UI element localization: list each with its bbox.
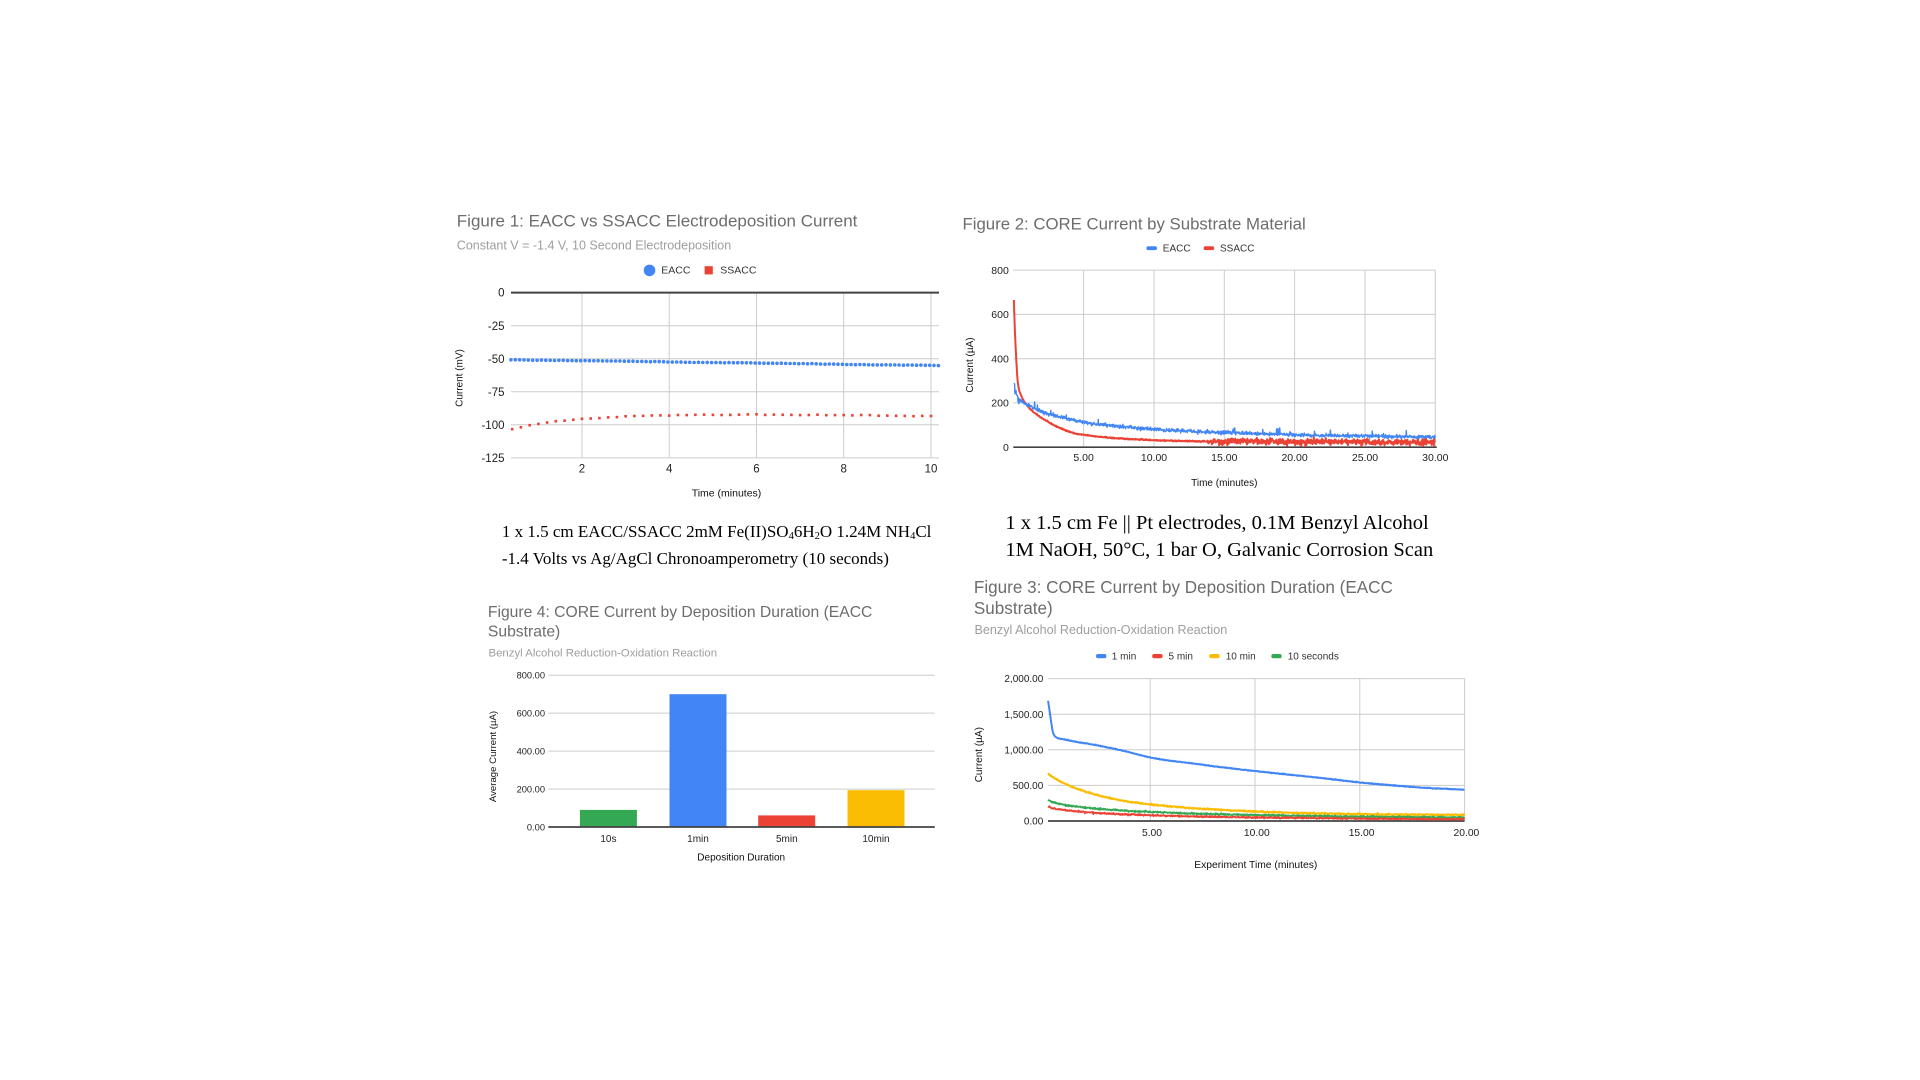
svg-text:6: 6 — [753, 463, 759, 475]
svg-text:EACC: EACC — [661, 265, 691, 277]
svg-text:8: 8 — [840, 463, 846, 475]
svg-text:-125: -125 — [481, 453, 504, 465]
svg-text:-25: -25 — [488, 321, 505, 333]
svg-text:5 min: 5 min — [1169, 651, 1193, 662]
svg-text:0.00: 0.00 — [527, 822, 545, 832]
svg-text:10 seconds: 10 seconds — [1288, 651, 1339, 662]
svg-text:1min: 1min — [687, 834, 709, 845]
svg-text:400.00: 400.00 — [517, 746, 545, 756]
svg-text:Current (mV): Current (mV) — [455, 349, 466, 407]
svg-text:500.00: 500.00 — [1013, 781, 1044, 792]
svg-text:EACC: EACC — [1163, 243, 1191, 254]
svg-text:Figure 3: CORE Current by Depo: Figure 3: CORE Current by Deposition Dur… — [974, 578, 1393, 597]
svg-text:800.00: 800.00 — [517, 671, 545, 681]
svg-text:0: 0 — [1003, 442, 1009, 454]
svg-text:20.00: 20.00 — [1281, 452, 1307, 464]
svg-text:SSACC: SSACC — [1220, 243, 1254, 254]
svg-text:10s: 10s — [600, 834, 616, 845]
svg-text:0: 0 — [498, 288, 504, 300]
svg-text:Figure 2: CORE Current by Subs: Figure 2: CORE Current by Substrate Mate… — [963, 215, 1306, 234]
svg-text:Benzyl Alcohol Reduction-Oxida: Benzyl Alcohol Reduction-Oxidation React… — [975, 623, 1228, 637]
svg-text:SSACC: SSACC — [720, 265, 757, 277]
svg-text:10.00: 10.00 — [1141, 452, 1167, 464]
svg-text:Current (µA): Current (µA) — [974, 727, 985, 782]
svg-text:1,000.00: 1,000.00 — [1004, 745, 1043, 756]
svg-text:Substrate): Substrate) — [488, 624, 560, 641]
svg-text:30.00: 30.00 — [1422, 452, 1448, 464]
svg-text:15.00: 15.00 — [1349, 828, 1375, 839]
svg-text:Substrate): Substrate) — [974, 599, 1053, 618]
svg-text:4: 4 — [666, 463, 673, 475]
svg-text:Figure 4: CORE Current by Depo: Figure 4: CORE Current by Deposition Dur… — [488, 604, 873, 621]
svg-text:5.00: 5.00 — [1073, 452, 1094, 464]
svg-text:Benzyl Alcohol Reduction-Oxida: Benzyl Alcohol Reduction-Oxidation React… — [489, 647, 718, 659]
svg-text:10.00: 10.00 — [1244, 828, 1270, 839]
svg-text:200.00: 200.00 — [517, 784, 545, 794]
svg-text:2: 2 — [579, 463, 585, 475]
svg-text:10 min: 10 min — [1226, 651, 1256, 662]
svg-text:15.00: 15.00 — [1211, 452, 1237, 464]
svg-text:5.00: 5.00 — [1142, 828, 1162, 839]
svg-text:-100: -100 — [481, 420, 504, 432]
svg-text:-50: -50 — [488, 354, 505, 366]
svg-text:Time (minutes): Time (minutes) — [692, 487, 762, 499]
svg-text:20.00: 20.00 — [1454, 828, 1480, 839]
svg-text:200: 200 — [991, 398, 1009, 410]
svg-text:1,500.00: 1,500.00 — [1004, 710, 1043, 721]
svg-text:10: 10 — [925, 463, 938, 475]
svg-text:-75: -75 — [488, 387, 505, 399]
svg-text:0.00: 0.00 — [1024, 817, 1044, 828]
svg-text:10min: 10min — [862, 834, 889, 845]
svg-text:Figure 1: EACC vs SSACC Electr: Figure 1: EACC vs SSACC Electrodepositio… — [457, 212, 858, 231]
svg-text:600: 600 — [991, 309, 1009, 321]
svg-text:Time (minutes): Time (minutes) — [1191, 478, 1257, 489]
svg-text:2,000.00: 2,000.00 — [1004, 674, 1043, 685]
svg-text:Average Current (µA): Average Current (µA) — [488, 711, 499, 802]
svg-text:5min: 5min — [776, 834, 798, 845]
svg-text:400: 400 — [991, 353, 1009, 365]
svg-text:Current (µA): Current (µA) — [965, 337, 976, 392]
svg-text:600.00: 600.00 — [517, 708, 545, 718]
svg-text:Deposition Duration: Deposition Duration — [697, 853, 785, 864]
svg-text:Constant V = -1.4 V, 10 Second: Constant V = -1.4 V, 10 Second Electrode… — [457, 239, 731, 253]
svg-text:25.00: 25.00 — [1352, 452, 1378, 464]
svg-text:800: 800 — [991, 265, 1009, 277]
svg-text:1 min: 1 min — [1112, 651, 1136, 662]
svg-text:Experiment Time (minutes): Experiment Time (minutes) — [1194, 860, 1317, 871]
